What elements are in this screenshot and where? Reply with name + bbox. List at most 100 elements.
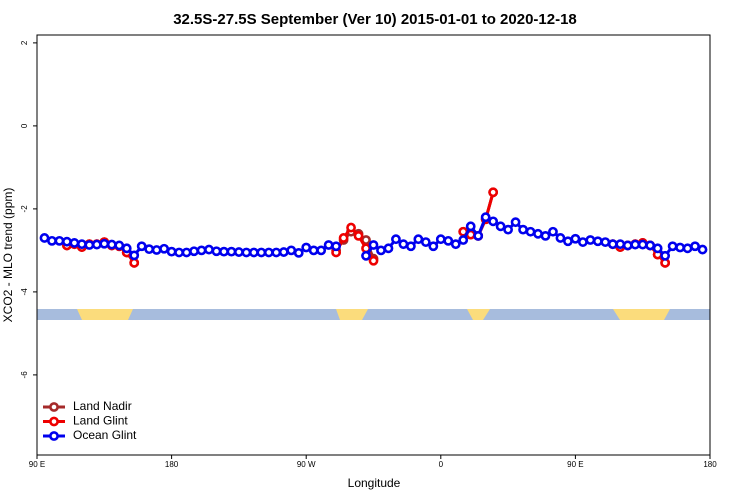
y-tick-label: 0	[20, 123, 29, 128]
point	[368, 240, 379, 250]
y-tick-label: -2	[20, 205, 29, 213]
x-tick-label: 180	[703, 460, 717, 469]
point	[428, 241, 439, 252]
point	[518, 224, 528, 235]
point	[256, 247, 267, 258]
point	[682, 243, 693, 254]
point	[697, 244, 708, 255]
point	[570, 233, 581, 244]
land-strip	[77, 309, 133, 320]
legend-label: Land Nadir	[73, 399, 132, 413]
point	[652, 243, 663, 254]
land-strip	[336, 309, 368, 320]
point	[331, 241, 342, 252]
y-axis-label: XCO2 - MLO trend (ppm)	[1, 188, 15, 323]
point	[69, 238, 80, 248]
point	[99, 238, 110, 249]
point	[91, 239, 102, 250]
legend-item: Ocean Glint	[43, 428, 137, 442]
legend-marker	[49, 431, 59, 441]
point	[181, 247, 192, 258]
point	[510, 217, 521, 228]
point	[39, 233, 50, 243]
point	[465, 221, 476, 232]
chart-title: 32.5S-27.5S September (Ver 10) 2015-01-0…	[173, 11, 577, 28]
point	[151, 245, 162, 255]
x-axis-label: Longitude	[348, 476, 401, 490]
point	[660, 250, 671, 261]
point	[144, 244, 155, 255]
legend-marker	[49, 416, 59, 427]
point	[174, 247, 184, 258]
point	[338, 233, 349, 243]
point	[263, 247, 274, 258]
point	[622, 240, 633, 251]
point	[420, 237, 431, 247]
point	[211, 246, 222, 257]
point	[398, 239, 409, 250]
point	[600, 237, 611, 247]
point	[383, 243, 394, 254]
point	[129, 257, 140, 268]
y-tick-label: -4	[20, 288, 29, 296]
point	[443, 235, 454, 246]
point	[376, 245, 386, 256]
legend-label: Land Glint	[73, 414, 128, 428]
map-strip	[37, 309, 710, 320]
point	[47, 235, 57, 246]
point	[346, 222, 356, 233]
legend-marker	[49, 402, 59, 412]
point	[473, 230, 484, 241]
point	[592, 236, 603, 247]
point	[241, 247, 252, 258]
point	[121, 243, 132, 254]
x-tick-label: 90 W	[297, 460, 316, 469]
x-tick-label: 90 E	[567, 460, 583, 469]
point	[248, 247, 259, 258]
point	[316, 245, 327, 256]
point	[630, 239, 641, 250]
point	[450, 239, 461, 250]
x-tick-label: 0	[439, 460, 444, 469]
point	[189, 246, 199, 257]
y-tick-label: -6	[20, 371, 29, 379]
point	[413, 234, 424, 245]
point	[690, 241, 700, 252]
point	[233, 247, 244, 257]
point	[488, 216, 499, 227]
point	[54, 235, 65, 246]
point	[405, 241, 416, 252]
point	[129, 250, 140, 261]
point	[278, 247, 289, 257]
point	[84, 240, 95, 250]
point	[435, 234, 446, 245]
point	[577, 237, 588, 247]
point	[76, 239, 87, 250]
point	[391, 234, 401, 245]
point	[488, 187, 499, 198]
land-strip	[467, 309, 490, 320]
point	[114, 240, 125, 251]
point	[361, 250, 371, 261]
point	[293, 247, 304, 258]
plot-frame	[36, 34, 711, 456]
point	[226, 246, 237, 257]
point	[607, 239, 618, 250]
point	[323, 240, 334, 250]
x-tick-label: 180	[165, 460, 179, 469]
point	[136, 241, 147, 252]
point	[585, 235, 596, 245]
point	[675, 242, 685, 253]
point	[308, 245, 319, 256]
point	[166, 246, 177, 257]
point	[548, 226, 558, 237]
point	[667, 241, 678, 252]
point	[503, 224, 513, 235]
point	[525, 226, 536, 237]
y-tick-label: 2	[20, 40, 29, 45]
point	[480, 212, 491, 223]
x-tick-label: 90 E	[29, 460, 45, 469]
land-strip	[613, 309, 670, 320]
point	[458, 235, 469, 245]
point	[301, 242, 312, 253]
